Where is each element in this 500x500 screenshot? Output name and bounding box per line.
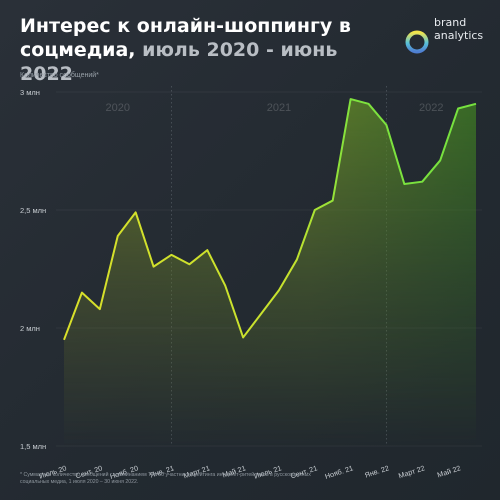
y-tick-label: 1,5 млн (20, 442, 46, 451)
data-point (260, 313, 262, 315)
data-point (99, 308, 101, 310)
data-point (403, 183, 405, 185)
data-point (224, 285, 226, 287)
y-tick-label: 2,5 млн (20, 206, 46, 215)
data-point (242, 337, 244, 339)
logo-line-1: brand (434, 16, 467, 29)
y-axis-title: Количество сообщений* (20, 72, 99, 79)
data-point (153, 266, 155, 268)
data-point (350, 98, 352, 100)
data-point (457, 108, 459, 110)
data-point (63, 339, 65, 341)
y-tick-label: 2 млн (20, 324, 40, 333)
chart-title-main: Интерес к онлайн-шоппингу в соцмедиа, (20, 15, 351, 61)
series-line (63, 98, 477, 341)
brand-analytics-wordmark: brand analytics (434, 16, 483, 42)
data-point (188, 263, 190, 265)
data-point (296, 259, 298, 261)
data-point (171, 254, 173, 256)
x-tick-label: Янв. 22 (364, 463, 391, 479)
series-area-fill (64, 99, 476, 446)
chart-title: Интерес к онлайн-шоппингу в соцмедиа, ию… (20, 14, 380, 86)
data-point (81, 292, 83, 294)
year-label: 2021 (267, 102, 291, 114)
data-point (368, 103, 370, 105)
data-point (314, 209, 316, 211)
data-point (135, 211, 137, 213)
y-tick-label: 3 млн (20, 88, 40, 97)
year-label: 2022 (419, 102, 443, 114)
chart-title-period: июль 2020 - июнь 2022 (20, 39, 338, 85)
data-point (278, 289, 280, 291)
x-tick-label: Май 22 (436, 463, 462, 479)
year-label: 2020 (105, 102, 129, 114)
data-point (475, 103, 477, 105)
logo-line-2: analytics (434, 29, 484, 42)
data-point (206, 249, 208, 251)
footnote: * Суммарное количество сообщений с упоми… (20, 472, 311, 485)
brand-analytics-logo (405, 14, 429, 54)
x-tick-label: Март 22 (397, 463, 426, 480)
data-point (421, 181, 423, 183)
data-point (117, 235, 119, 237)
data-point (332, 200, 334, 202)
data-point (386, 124, 388, 126)
data-point (439, 160, 441, 162)
